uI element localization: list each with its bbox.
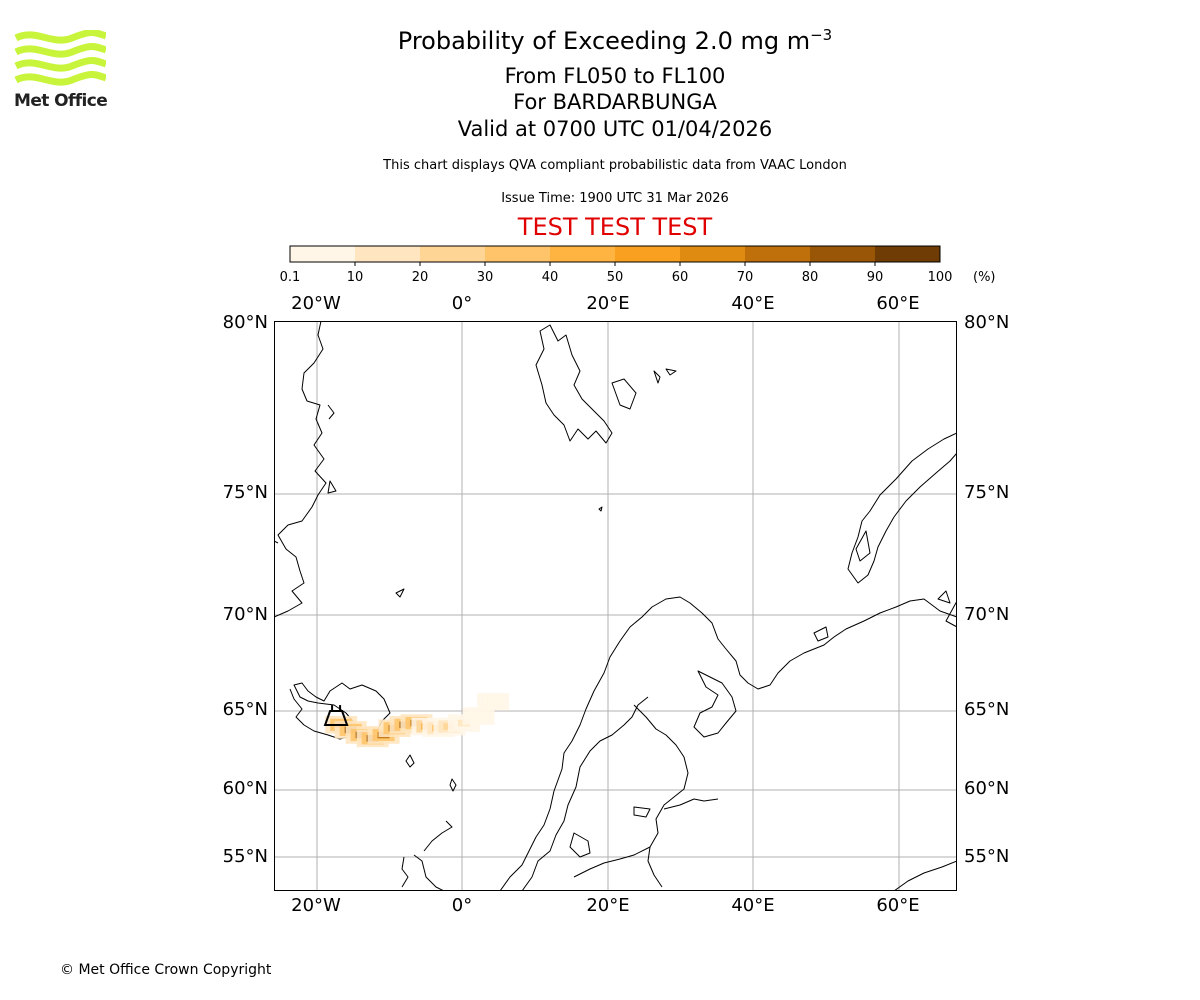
test-banner: TEST TEST TEST (517, 213, 713, 241)
colorbar-tick-label: 30 (476, 270, 494, 285)
lat-label-right: 65°N (964, 699, 1010, 720)
colorbar-frame (289, 245, 941, 263)
title-exponent: −3 (810, 26, 833, 44)
lat-label-left: 60°N (222, 778, 268, 799)
colorbar-tick-label: 10 (346, 270, 364, 285)
colorbar-tick-label: 90 (866, 270, 884, 285)
coastlines (274, 321, 957, 891)
novaya-zemlya-coast (847, 432, 957, 584)
colorbar-segment (420, 246, 485, 262)
lon-label-top: 40°E (731, 293, 775, 314)
colorbar-unit: (%) (973, 270, 996, 285)
colorbar-tick-label: 20 (411, 270, 429, 285)
volcano-marker-icon (323, 705, 349, 727)
lat-label-right: 80°N (964, 312, 1010, 333)
iceland-coast (293, 682, 391, 734)
baltic-coast (521, 696, 689, 891)
ash-plume (325, 693, 510, 748)
lat-label-right: 60°N (964, 778, 1010, 799)
lon-label-top: 20°W (291, 293, 341, 314)
flight-levels: From FL050 to FL100 (504, 64, 726, 88)
valid-time: Valid at 0700 UTC 01/04/2026 (457, 117, 773, 141)
issue-time: Issue Time: 1900 UTC 31 Mar 2026 (501, 191, 729, 206)
colorbar-tick-label: 80 (801, 270, 819, 285)
lat-label-left: 65°N (222, 699, 268, 720)
colorbar-segment (290, 246, 355, 262)
colorbar-tick-label: 50 (606, 270, 624, 285)
copyright: © Met Office Crown Copyright (60, 962, 272, 978)
colorbar-segment (485, 246, 550, 262)
colorbar-tick-label: 40 (541, 270, 559, 285)
colorbar-segment (875, 246, 940, 262)
lon-label-top: 60°E (876, 293, 920, 314)
colorbar-tick-label: 100 (927, 270, 953, 285)
colorbar-segment (810, 246, 875, 262)
colorbar-tick-label: 60 (671, 270, 689, 285)
plume-cell (472, 712, 485, 720)
britain-coast (413, 820, 453, 891)
lat-label-left: 80°N (222, 312, 268, 333)
colorbar-tick-label: 0.1 (279, 270, 301, 285)
lat-label-right: 55°N (964, 846, 1010, 867)
lon-label-top: 20°E (586, 293, 630, 314)
lon-label-bottom: 20°W (291, 895, 341, 916)
colorbar-segment (615, 246, 680, 262)
colorbar-segment (550, 246, 615, 262)
scandinavia-coast (499, 596, 957, 891)
lon-label-top: 0° (451, 293, 473, 314)
title-main: Probability of Exceeding 2.0 mg m (397, 27, 811, 55)
description: This chart displays QVA compliant probab… (383, 158, 847, 173)
volcano-name: For BARDARBUNGA (513, 90, 717, 114)
lat-label-right: 75°N (964, 482, 1010, 503)
lat-label-left: 75°N (222, 482, 268, 503)
lat-label-right: 70°N (964, 604, 1010, 625)
greenland-coast (274, 321, 327, 618)
met-office-logo-icon (14, 30, 106, 86)
colorbar-segment (355, 246, 420, 262)
colorbar-segment (680, 246, 745, 262)
svalbard-coast (535, 324, 613, 444)
lon-label-bottom: 40°E (731, 895, 775, 916)
colorbar-tick-label: 70 (736, 270, 754, 285)
lat-label-left: 55°N (222, 846, 268, 867)
plume-cell (487, 698, 500, 706)
gridlines (274, 321, 957, 891)
lon-label-bottom: 20°E (586, 895, 630, 916)
map-panel[interactable] (274, 321, 957, 891)
logo-text: Met Office (14, 91, 108, 111)
colorbar-segment (745, 246, 810, 262)
colorbar (289, 245, 941, 266)
lon-label-bottom: 0° (451, 895, 473, 916)
lon-label-bottom: 60°E (876, 895, 920, 916)
map-frame (274, 321, 957, 891)
chart-title: Probability of Exceeding 2.0 mg m−3 (0, 26, 1200, 55)
lat-label-left: 70°N (222, 604, 268, 625)
